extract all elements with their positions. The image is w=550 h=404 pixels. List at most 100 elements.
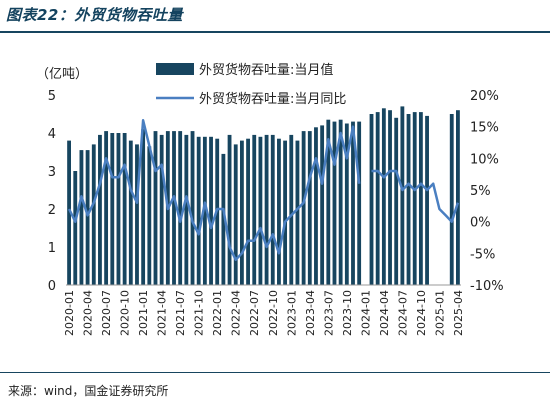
bar-2020-07 xyxy=(104,131,109,285)
x-tick-label: 2024-07 xyxy=(396,290,409,336)
bar-2023-10 xyxy=(344,123,349,285)
bar-2022-09 xyxy=(264,134,269,285)
bar-2024-10 xyxy=(418,112,423,285)
bar-2025-04 xyxy=(456,110,460,285)
x-tick-label: 2023-10 xyxy=(341,290,354,336)
bar-2025-03 xyxy=(449,114,454,285)
bar-2020-09 xyxy=(116,133,121,285)
bar-2024-11 xyxy=(425,115,429,286)
axes: 0 1 2 3 4 5 （亿吨） -10% -5% 0% 5% 10% 15% 20% 2020-01 202… xyxy=(36,67,504,336)
left-axis-unit: （亿吨） xyxy=(36,67,88,82)
x-tick-label: 2020-01 xyxy=(63,290,76,336)
right-tick-label: 0% xyxy=(470,216,491,231)
x-tick-label: 2024-10 xyxy=(415,290,428,336)
bar-2021-11 xyxy=(202,136,207,285)
line-series-yoy xyxy=(67,119,460,261)
bar-2024-05 xyxy=(388,110,392,285)
bar-2024-02 xyxy=(369,114,374,285)
bar-2024-08 xyxy=(406,114,411,285)
source-note: 来源：wind，国金证券研究所 xyxy=(8,384,169,398)
x-tick-label: 2024-04 xyxy=(378,290,391,336)
left-tick-label: 3 xyxy=(48,165,56,180)
bottom-rule xyxy=(0,372,550,373)
bar-2022-07 xyxy=(252,134,257,285)
bar-series-throughput xyxy=(67,106,460,286)
right-tick-label: 10% xyxy=(470,152,499,167)
x-tick-label: 2025-01 xyxy=(433,290,446,336)
bar-2021-10 xyxy=(196,136,201,285)
bar-2022-12 xyxy=(283,140,288,285)
x-tick-label: 2022-07 xyxy=(248,290,261,336)
bar-2023-04 xyxy=(307,131,312,285)
bar-2020-11 xyxy=(128,140,133,285)
bar-2023-06 xyxy=(320,125,325,286)
left-tick-label: 1 xyxy=(48,241,56,256)
bar-2020-08 xyxy=(110,133,115,285)
bar-2023-09 xyxy=(338,119,343,285)
right-tick-label: -5% xyxy=(470,247,495,262)
right-tick-label: 20% xyxy=(470,89,499,104)
bar-2022-10 xyxy=(270,134,275,285)
bar-2023-08 xyxy=(332,121,337,285)
bar-2021-04 xyxy=(159,134,164,285)
x-tick-label: 2023-04 xyxy=(304,290,317,336)
x-tick-label: 2022-01 xyxy=(211,290,224,336)
x-tick-label: 2021-01 xyxy=(137,290,150,336)
bar-2023-12 xyxy=(357,121,362,285)
x-tick-label: 2023-01 xyxy=(285,290,298,336)
bar-2020-10 xyxy=(122,133,127,285)
bar-2023-05 xyxy=(314,127,318,285)
x-tick-label: 2023-07 xyxy=(322,290,335,336)
left-tick-label: 4 xyxy=(48,127,56,142)
x-tick-label: 2020-04 xyxy=(82,290,95,336)
left-tick-label: 0 xyxy=(48,279,56,294)
bar-2021-01 xyxy=(141,129,146,285)
x-tick-label: 2020-07 xyxy=(100,290,113,336)
bar-2024-06 xyxy=(394,117,399,285)
x-tick-label: 2021-04 xyxy=(156,290,169,336)
legend-swatch-bar xyxy=(156,63,194,75)
bar-2024-09 xyxy=(412,112,417,285)
x-tick-label: 2020-10 xyxy=(119,290,132,336)
x-tick-label: 2024-01 xyxy=(359,290,372,336)
bar-2023-02 xyxy=(295,140,300,285)
bar-2023-03 xyxy=(301,131,306,285)
bar-2024-07 xyxy=(400,106,405,286)
x-tick-label: 2021-07 xyxy=(174,290,187,336)
bar-2022-11 xyxy=(277,138,281,285)
x-tick-label: 2021-10 xyxy=(193,290,206,336)
left-tick-label: 2 xyxy=(48,203,56,218)
bar-2021-07 xyxy=(178,131,183,285)
legend-label-bar: 外贸货物吞吐量:当月值 xyxy=(199,62,333,78)
x-tick-label: 2025-04 xyxy=(452,290,465,336)
right-tick-label: -10% xyxy=(470,279,504,294)
bar-2022-02 xyxy=(221,153,226,285)
bar-2020-02 xyxy=(73,171,78,285)
top-rule xyxy=(0,31,550,33)
bar-2022-04 xyxy=(233,144,238,285)
x-tick-label: 2022-04 xyxy=(230,290,243,336)
bar-2021-08 xyxy=(184,134,189,285)
bar-2021-06 xyxy=(172,131,176,285)
figure-title: 图表22：外贸货物吞吐量 xyxy=(6,6,183,24)
bar-2022-08 xyxy=(258,136,263,285)
bar-2023-07 xyxy=(326,119,331,285)
bar-2020-03 xyxy=(79,150,84,285)
bar-2023-01 xyxy=(289,134,294,285)
bar-2020-06 xyxy=(98,134,102,285)
x-tick-label: 2022-10 xyxy=(267,290,280,336)
yoy-line-segment-1 xyxy=(67,119,361,261)
bar-2023-11 xyxy=(351,121,355,285)
bar-2021-03 xyxy=(153,131,158,285)
bar-2022-06 xyxy=(246,138,250,285)
left-tick-label: 5 xyxy=(48,89,56,104)
bar-2022-03 xyxy=(227,134,232,285)
right-tick-label: 15% xyxy=(470,121,499,136)
bar-2022-05 xyxy=(239,140,244,285)
legend-label-line: 外贸货物吞吐量:当月同比 xyxy=(199,91,346,107)
bar-2020-01 xyxy=(67,140,71,285)
bar-2024-03 xyxy=(375,112,380,285)
bar-2021-09 xyxy=(190,131,195,285)
bar-2024-04 xyxy=(381,108,386,285)
